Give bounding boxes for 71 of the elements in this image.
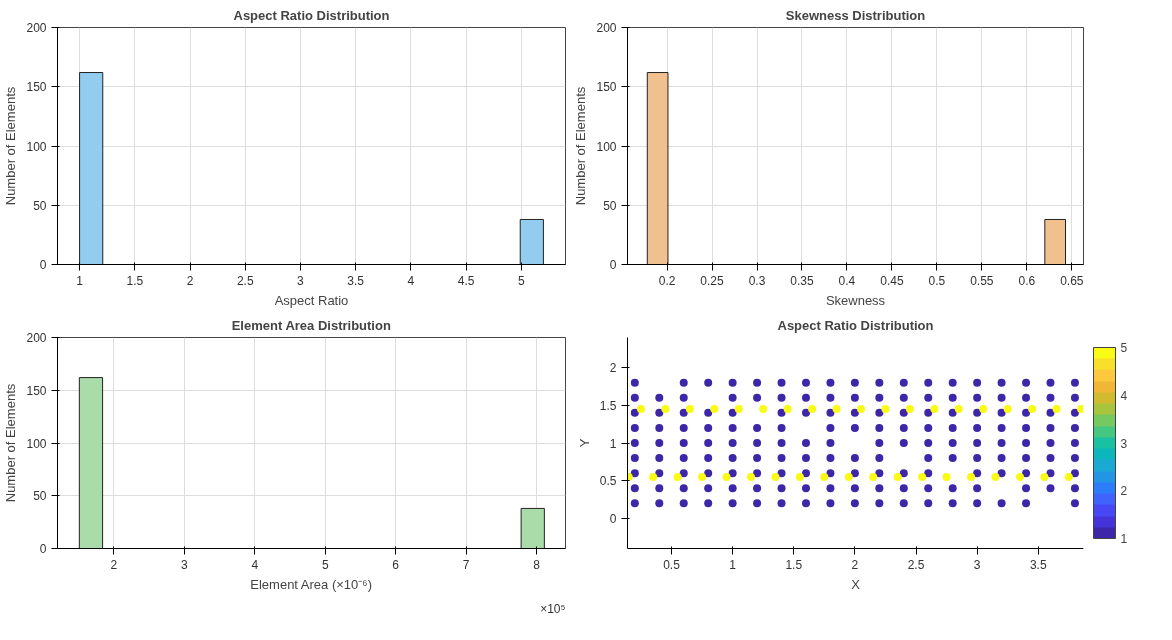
- x-tick-label: 2.5: [907, 557, 925, 572]
- y-tick-label: 200: [26, 331, 47, 345]
- x-tick-label: 0.3: [748, 273, 766, 288]
- x-tick-label: 4: [407, 273, 415, 288]
- x-tick-label: 6: [392, 557, 400, 572]
- x-tick-label: 0.2: [658, 273, 676, 288]
- color-bar-label: 1: [1120, 532, 1128, 546]
- x-tick-label: 2: [110, 557, 118, 572]
- y-tick-label: 0: [39, 258, 47, 272]
- x-tick-label: 8: [533, 557, 541, 572]
- x-tick-label: 2: [851, 557, 859, 572]
- y-tick-label: 100: [26, 139, 47, 154]
- x-tick-label: 5: [517, 273, 525, 288]
- x-tick-label: 2: [186, 273, 194, 288]
- y-tick-label: 1: [609, 436, 617, 451]
- chart-title: Aspect Ratio Distribution: [233, 7, 390, 23]
- color-bar-label: 3: [1120, 436, 1128, 451]
- x-tick-label: 3: [180, 557, 188, 572]
- color-bar-label: 5: [1120, 341, 1128, 355]
- x-tick-label: 3.5: [347, 273, 365, 288]
- y-tick-label: 50: [33, 198, 47, 213]
- x-tick-label: 7: [462, 557, 470, 572]
- x-tick-label: 1.5: [785, 557, 803, 572]
- x-tick-label: 0.4: [838, 273, 856, 288]
- y-tick-label: 150: [596, 80, 617, 95]
- chart-title: Element Area Distribution: [231, 317, 391, 333]
- x-tick-label: 1: [76, 273, 84, 288]
- y-tick-label: 0: [609, 511, 617, 526]
- x-tick-label: 5: [321, 557, 329, 572]
- x-tick-label: 3: [297, 273, 305, 288]
- x-tick-label: 0.5: [663, 557, 681, 572]
- x-axis-title: X: [851, 576, 861, 592]
- x-tick-label: 1.5: [126, 273, 144, 288]
- y-tick-label: 0: [39, 542, 47, 556]
- color-bar-label: 2: [1120, 484, 1128, 499]
- chart-title: Aspect Ratio Distribution: [777, 317, 934, 333]
- x-tick-label: 4: [251, 557, 259, 572]
- x-tick-label: 0.55: [970, 273, 994, 288]
- x-tick-label: 3.5: [1029, 557, 1047, 572]
- x-tick-label: 0.6: [1018, 273, 1036, 288]
- x-tick-label: 1: [729, 557, 737, 572]
- chart-title: Skewness Distribution: [785, 7, 926, 23]
- x-axis-title: Aspect Ratio: [274, 292, 349, 308]
- y-tick-label: 50: [33, 489, 47, 504]
- color-bar-label: 4: [1120, 388, 1128, 403]
- y-tick-label: 150: [26, 383, 47, 398]
- x-tick-label: 2.5: [236, 273, 254, 288]
- x-tick-label: 0.35: [790, 273, 814, 288]
- y-tick-label: 100: [26, 436, 47, 451]
- x-tick-label: 0.25: [700, 273, 725, 288]
- x-tick-label: 3: [973, 557, 981, 572]
- y-tick-label: 2: [609, 361, 617, 376]
- y-tick-label: 0.5: [599, 474, 617, 489]
- x-tick-label: 4.5: [457, 273, 475, 288]
- x-axis-title: Skewness: [825, 292, 886, 308]
- y-tick-label: 50: [603, 198, 617, 213]
- y-tick-label: 200: [26, 21, 47, 35]
- y-tick-label: 100: [596, 139, 617, 154]
- y-axis-title: Number of Elements: [3, 86, 19, 206]
- text: ×10⁵: [540, 601, 566, 616]
- y-tick-label: 1.5: [599, 398, 617, 413]
- y-tick-label: 0: [609, 258, 617, 272]
- y-axis-title: Y: [576, 438, 592, 448]
- y-tick-label: 200: [596, 21, 617, 35]
- x-tick-label: 0.5: [928, 273, 946, 288]
- y-axis-title: Number of Elements: [573, 86, 589, 206]
- y-tick-label: 150: [26, 80, 47, 95]
- x-tick-label: 0.45: [880, 273, 904, 288]
- x-axis-title: Element Area (×10⁻⁶): [250, 576, 372, 592]
- y-axis-title: Number of Elements: [3, 383, 19, 503]
- x-tick-label: 0.65: [1060, 273, 1084, 288]
